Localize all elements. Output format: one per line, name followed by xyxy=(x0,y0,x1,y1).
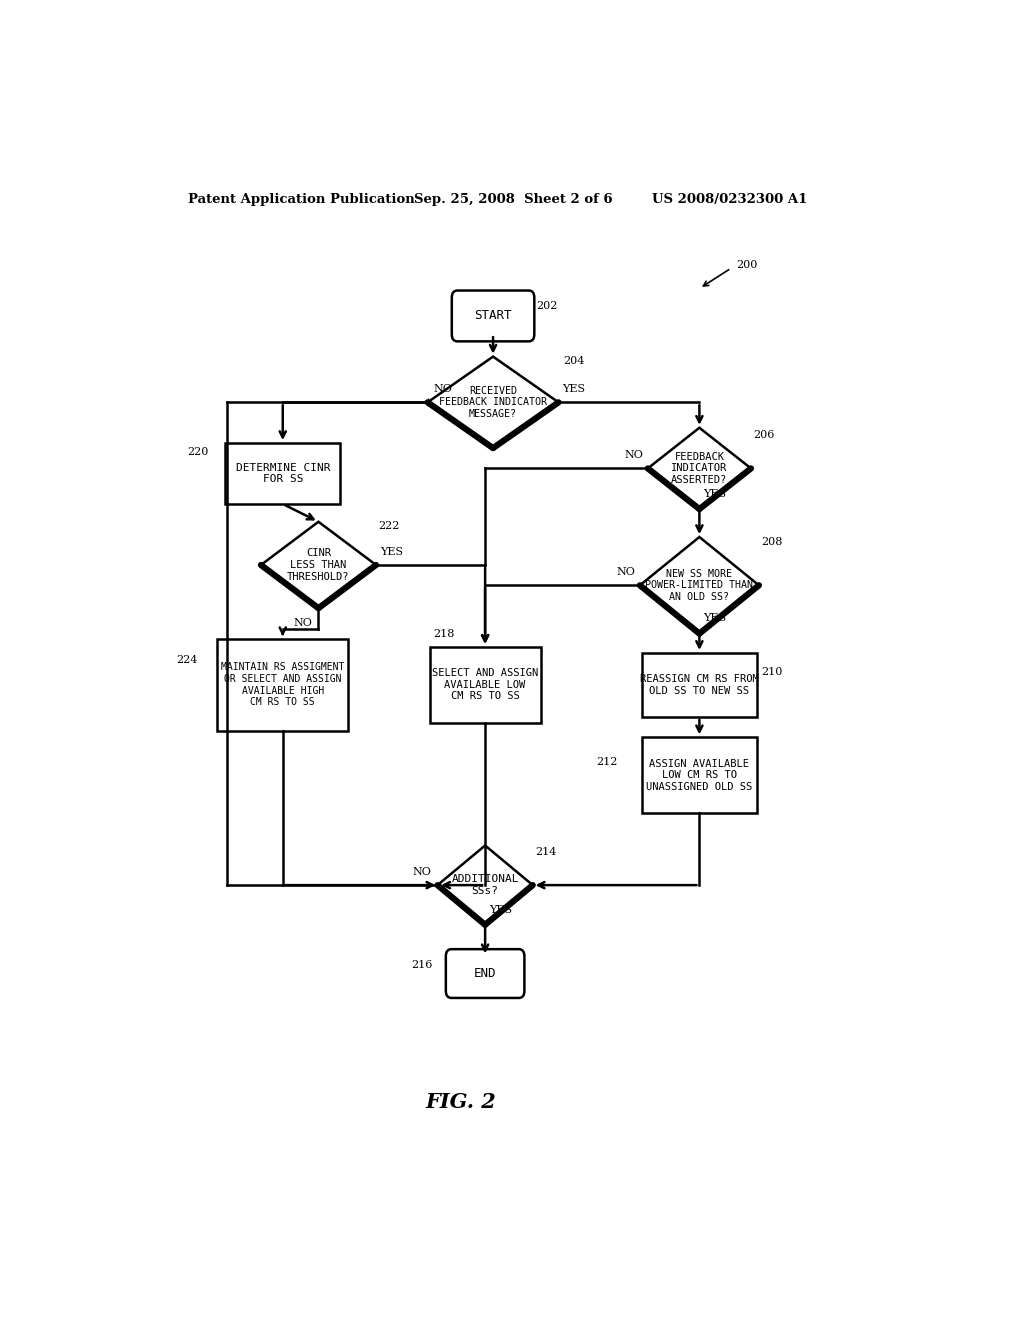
Bar xyxy=(642,738,757,813)
Text: END: END xyxy=(474,968,497,979)
Text: CINR
LESS THAN
THRESHOLD?: CINR LESS THAN THRESHOLD? xyxy=(287,548,350,582)
Text: YES: YES xyxy=(380,546,403,557)
Text: 224: 224 xyxy=(176,655,198,664)
Bar xyxy=(217,639,348,731)
Text: MAINTAIN RS ASSIGMENT
OR SELECT AND ASSIGN
AVAILABLE HIGH
CM RS TO SS: MAINTAIN RS ASSIGMENT OR SELECT AND ASSI… xyxy=(221,663,344,708)
Text: YES: YES xyxy=(562,384,586,395)
Text: ADDITIONAL
SSs?: ADDITIONAL SSs? xyxy=(452,874,519,896)
Text: FIG. 2: FIG. 2 xyxy=(426,1092,497,1111)
Text: YES: YES xyxy=(703,488,726,499)
Text: 208: 208 xyxy=(761,537,782,546)
Text: 214: 214 xyxy=(536,846,556,857)
Text: 206: 206 xyxy=(754,430,775,440)
Text: NO: NO xyxy=(434,384,453,395)
Text: NO: NO xyxy=(412,867,431,876)
Text: 220: 220 xyxy=(187,447,209,457)
Text: NO: NO xyxy=(616,568,635,577)
Text: US 2008/0232300 A1: US 2008/0232300 A1 xyxy=(652,193,807,206)
Polygon shape xyxy=(437,846,532,925)
Text: SELECT AND ASSIGN
AVAILABLE LOW
CM RS TO SS: SELECT AND ASSIGN AVAILABLE LOW CM RS TO… xyxy=(432,668,539,701)
Text: NEW SS MORE
POWER-LIMITED THAN
AN OLD SS?: NEW SS MORE POWER-LIMITED THAN AN OLD SS… xyxy=(645,569,754,602)
Text: START: START xyxy=(474,309,512,322)
Polygon shape xyxy=(428,356,558,447)
Polygon shape xyxy=(648,428,751,510)
Text: Patent Application Publication: Patent Application Publication xyxy=(187,193,415,206)
FancyBboxPatch shape xyxy=(445,949,524,998)
Text: FEEDBACK
INDICATOR
ASSERTED?: FEEDBACK INDICATOR ASSERTED? xyxy=(672,451,727,484)
Text: 202: 202 xyxy=(537,301,558,310)
Text: 204: 204 xyxy=(563,355,585,366)
Bar xyxy=(430,647,541,723)
Text: 218: 218 xyxy=(433,628,455,639)
Bar xyxy=(642,653,757,717)
Text: 210: 210 xyxy=(761,667,782,677)
Text: 216: 216 xyxy=(412,961,433,970)
Polygon shape xyxy=(640,537,759,634)
Text: 212: 212 xyxy=(596,758,617,767)
Text: DETERMINE CINR
FOR SS: DETERMINE CINR FOR SS xyxy=(236,463,330,484)
Text: 200: 200 xyxy=(736,260,758,271)
Text: NO: NO xyxy=(624,450,643,461)
Bar xyxy=(225,444,340,504)
Text: YES: YES xyxy=(703,614,726,623)
Text: REASSIGN CM RS FROM
OLD SS TO NEW SS: REASSIGN CM RS FROM OLD SS TO NEW SS xyxy=(640,675,759,696)
Polygon shape xyxy=(261,521,376,609)
Text: Sep. 25, 2008  Sheet 2 of 6: Sep. 25, 2008 Sheet 2 of 6 xyxy=(414,193,612,206)
Text: RECEIVED
FEEDBACK INDICATOR
MESSAGE?: RECEIVED FEEDBACK INDICATOR MESSAGE? xyxy=(439,385,547,418)
Text: YES: YES xyxy=(489,904,512,915)
Text: 222: 222 xyxy=(378,521,399,532)
Text: ASSIGN AVAILABLE
LOW CM RS TO
UNASSIGNED OLD SS: ASSIGN AVAILABLE LOW CM RS TO UNASSIGNED… xyxy=(646,759,753,792)
FancyBboxPatch shape xyxy=(452,290,535,342)
Text: NO: NO xyxy=(293,619,312,628)
